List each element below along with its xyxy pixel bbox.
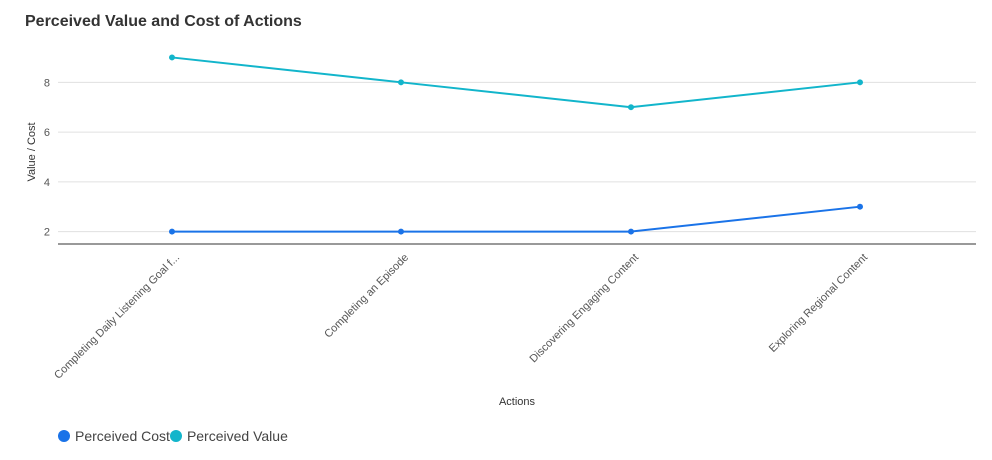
data-point[interactable]	[169, 228, 175, 235]
legend-label: Perceived Value	[186, 428, 288, 444]
legend-item[interactable]: Perceived Cost	[58, 428, 170, 444]
x-tick-label: Completing Daily Listening Goal f...	[52, 252, 182, 382]
legend-marker-icon	[169, 430, 182, 442]
series-line-1	[171, 56, 861, 109]
legend-label: Perceived Cost	[75, 428, 170, 444]
x-tick-label: Discovering Engaging Content	[528, 252, 642, 366]
series-line-0	[172, 205, 861, 233]
data-point[interactable]	[628, 228, 634, 235]
line-chart: 2 4 6 8 Completing Daily Listening Goal f..…	[26, 54, 976, 408]
y-axis-title: Value / Cost	[26, 122, 38, 181]
legend-item[interactable]: Perceived Value	[169, 428, 288, 444]
y-tick-label: 2	[44, 227, 50, 239]
y-tick-label: 8	[44, 77, 50, 89]
series-lines	[169, 54, 863, 235]
data-point[interactable]	[628, 104, 634, 111]
x-tick-label: Exploring Regional Content	[767, 252, 870, 355]
data-point[interactable]	[169, 54, 175, 61]
legend: Perceived Cost Perceived Value	[58, 428, 288, 444]
y-tick-label: 4	[44, 177, 50, 189]
chart-title: Perceived Value and Cost of Actions	[25, 13, 302, 30]
legend-marker-icon	[58, 430, 70, 442]
x-axis-title: Actions	[499, 396, 536, 408]
y-tick-labels: 2 4 6 8	[44, 77, 50, 238]
x-tick-label: Completing an Episode	[322, 252, 411, 341]
data-point[interactable]	[398, 228, 404, 235]
x-tick-labels: Completing Daily Listening Goal f... Comp…	[52, 252, 870, 382]
data-point[interactable]	[857, 203, 863, 210]
data-point[interactable]	[857, 79, 863, 86]
data-point[interactable]	[398, 79, 404, 86]
y-tick-label: 6	[44, 127, 50, 139]
